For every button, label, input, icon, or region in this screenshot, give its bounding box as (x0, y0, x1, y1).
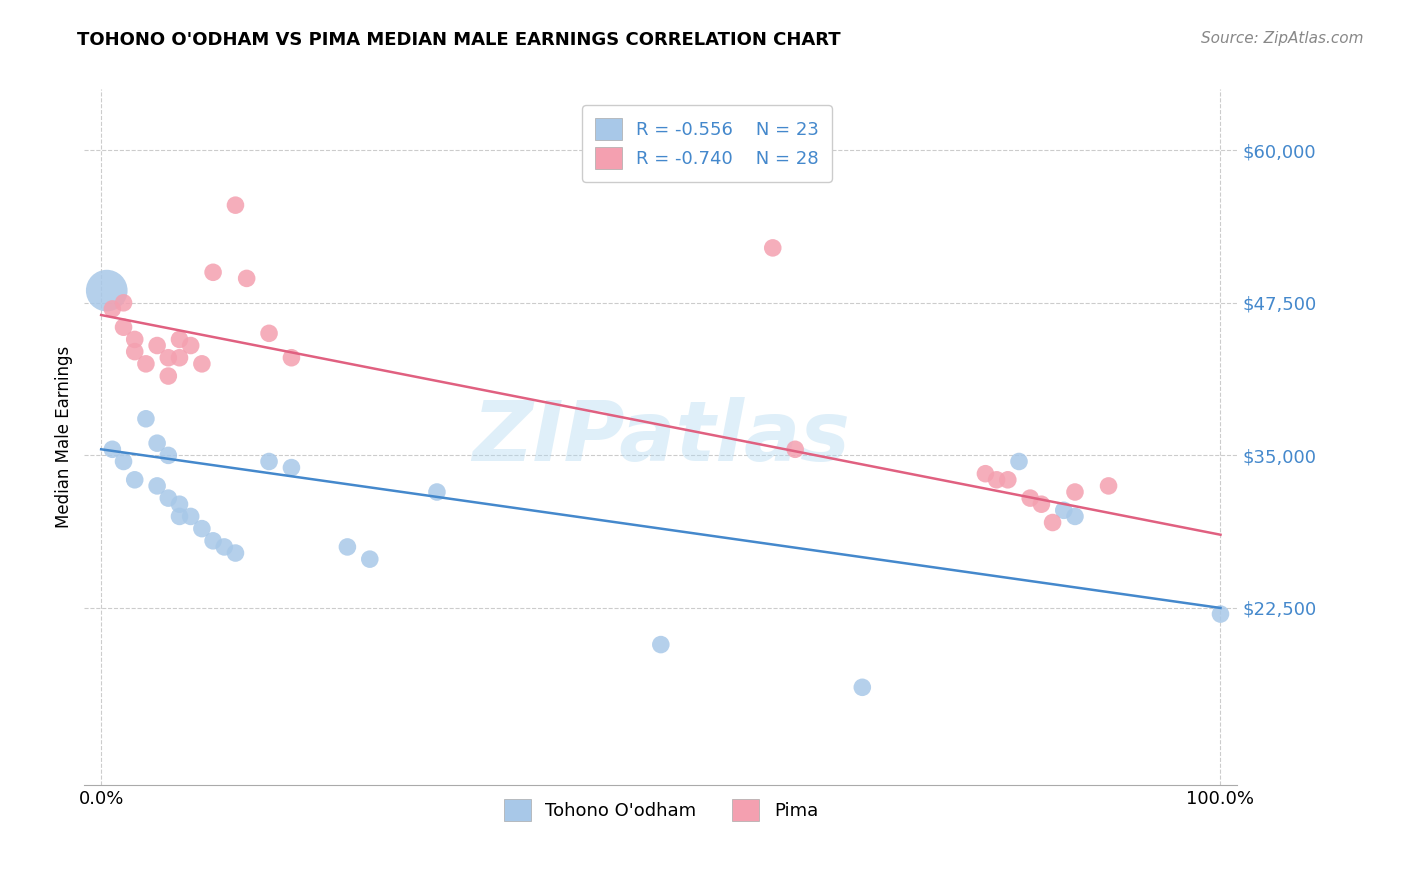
Point (96, 284, 118, 298)
Point (169, 333, 191, 347)
Point (169, 351, 191, 365)
Point (974, 467, 997, 481)
Legend: Tohono O'odham, Pima: Tohono O'odham, Pima (496, 791, 825, 828)
Text: ZIPatlas: ZIPatlas (472, 397, 849, 477)
Point (1019, 491, 1042, 505)
Point (135, 357, 157, 371)
Point (986, 473, 1008, 487)
Point (1042, 516, 1064, 530)
Point (135, 411, 157, 425)
Point (280, 351, 302, 365)
Point (1209, 607, 1232, 621)
Point (1031, 497, 1053, 511)
Text: Source: ZipAtlas.com: Source: ZipAtlas.com (1201, 31, 1364, 46)
Point (359, 552, 381, 566)
Point (257, 454, 280, 468)
Point (146, 436, 169, 450)
Point (124, 473, 146, 487)
Point (280, 460, 302, 475)
Point (112, 454, 135, 468)
Point (224, 546, 246, 560)
Point (157, 449, 180, 463)
Point (169, 509, 191, 524)
Point (785, 442, 807, 457)
Point (1064, 509, 1087, 524)
Point (157, 491, 180, 505)
Point (426, 485, 449, 500)
Point (101, 442, 124, 457)
Point (851, 681, 873, 695)
Point (124, 333, 146, 347)
Point (224, 198, 246, 212)
Point (157, 351, 180, 365)
Point (997, 473, 1019, 487)
Point (146, 338, 169, 352)
Point (124, 344, 146, 359)
Point (169, 497, 191, 511)
Point (191, 522, 214, 536)
Point (1097, 479, 1119, 493)
Point (101, 301, 124, 316)
Point (1008, 454, 1031, 468)
Point (180, 338, 202, 352)
Point (1064, 485, 1087, 500)
Point (235, 271, 257, 285)
Point (180, 509, 202, 524)
Point (157, 369, 180, 384)
Point (762, 241, 785, 255)
Point (214, 540, 236, 554)
Point (257, 326, 280, 341)
Point (191, 357, 214, 371)
Point (202, 533, 225, 548)
Point (146, 479, 169, 493)
Point (650, 638, 672, 652)
Point (1053, 503, 1076, 517)
Point (202, 265, 225, 279)
Point (336, 540, 359, 554)
Y-axis label: Median Male Earnings: Median Male Earnings (55, 346, 73, 528)
Point (112, 295, 135, 310)
Point (112, 320, 135, 334)
Text: TOHONO O'ODHAM VS PIMA MEDIAN MALE EARNINGS CORRELATION CHART: TOHONO O'ODHAM VS PIMA MEDIAN MALE EARNI… (77, 31, 841, 49)
